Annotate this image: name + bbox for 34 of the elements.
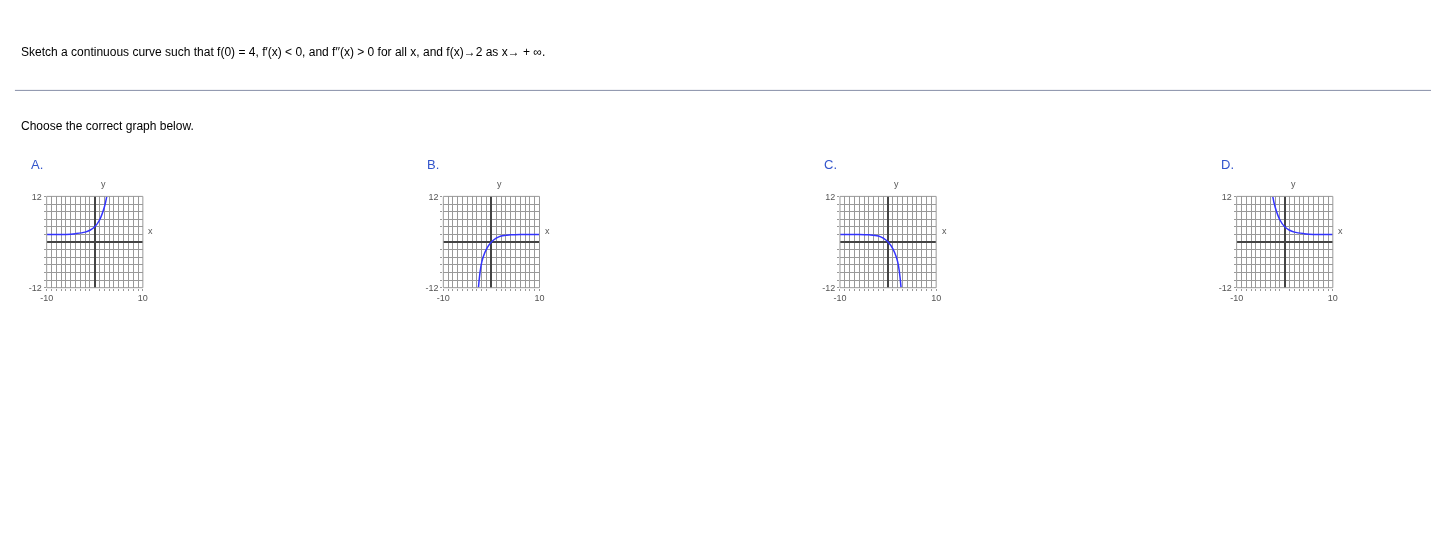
x-axis-title: x bbox=[545, 226, 550, 236]
x-tick-label: -10 bbox=[833, 293, 847, 304]
line-series bbox=[839, 233, 902, 288]
x-tick-label: -10 bbox=[40, 293, 54, 304]
x-tick-label: -10 bbox=[436, 293, 450, 304]
x-tick-label: 10 bbox=[137, 293, 148, 304]
y-tick-label: 12 bbox=[825, 191, 836, 202]
y-tick-label: -12 bbox=[425, 282, 439, 293]
y-axis-title: y bbox=[101, 179, 106, 189]
x-axis-title: x bbox=[148, 226, 153, 236]
x-tick-label: 10 bbox=[534, 293, 545, 304]
y-axis-title: y bbox=[497, 179, 502, 189]
x-axis-title: x bbox=[942, 226, 947, 236]
line-series bbox=[1271, 196, 1333, 236]
y-tick-label: 12 bbox=[1221, 191, 1232, 202]
x-axis-title: x bbox=[1338, 226, 1343, 236]
y-tick-label: 12 bbox=[31, 191, 42, 202]
chart-title: A. bbox=[31, 157, 44, 172]
x-tick-label: 10 bbox=[1327, 293, 1338, 304]
text: Choose the correct graph below. bbox=[21, 119, 194, 133]
y-axis-title: y bbox=[1291, 179, 1296, 189]
chart-title: D. bbox=[1221, 157, 1234, 172]
y-axis-title: y bbox=[894, 179, 899, 189]
x-tick-label: -10 bbox=[1230, 293, 1244, 304]
text: Sketch a continuous curve such that f(0) = 4, f′(x) < 0, and f′′(x) > 0 for all x, and f(x)→2 as x→ + ∞. bbox=[21, 45, 546, 59]
chart-title: B. bbox=[427, 157, 440, 172]
y-tick-label: -12 bbox=[1218, 282, 1232, 293]
y-tick-label: -12 bbox=[822, 282, 836, 293]
chart-title: C. bbox=[824, 157, 837, 172]
line-series bbox=[477, 233, 540, 288]
y-tick-label: 12 bbox=[428, 191, 439, 202]
y-tick-label: -12 bbox=[28, 282, 42, 293]
x-tick-label: 10 bbox=[931, 293, 942, 304]
line-series bbox=[46, 196, 108, 236]
